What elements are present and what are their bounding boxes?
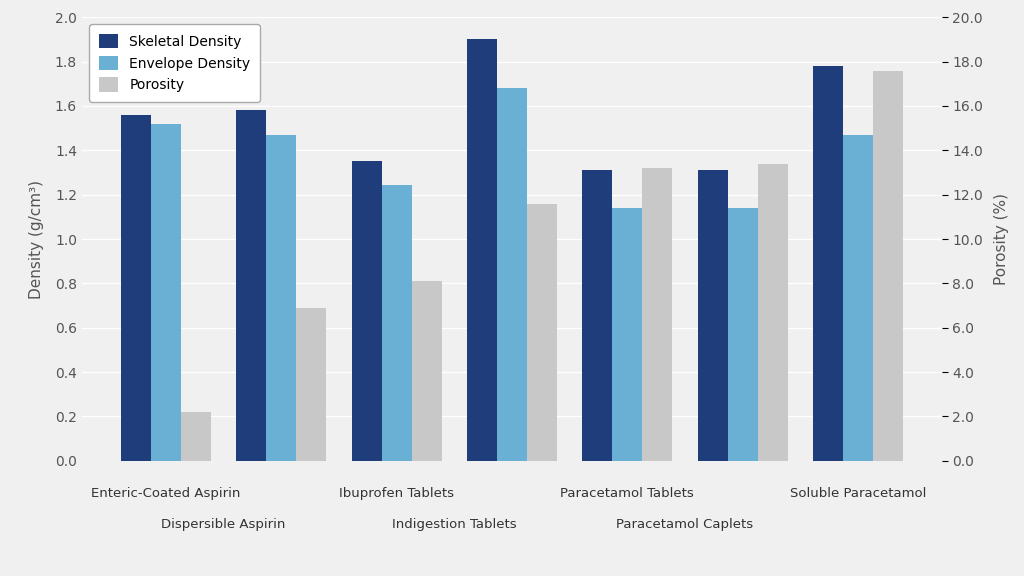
Bar bbox=[121, 115, 151, 461]
Text: Soluble Paracetamol: Soluble Paracetamol bbox=[790, 487, 926, 501]
Bar bbox=[382, 185, 412, 461]
Bar bbox=[351, 161, 382, 461]
Bar bbox=[728, 208, 758, 461]
Bar bbox=[181, 412, 211, 461]
Legend: Skeletal Density, Envelope Density, Porosity: Skeletal Density, Envelope Density, Poro… bbox=[89, 24, 260, 102]
Bar bbox=[758, 164, 787, 461]
Bar bbox=[813, 66, 843, 461]
Bar bbox=[497, 88, 527, 461]
Bar bbox=[412, 281, 441, 461]
Y-axis label: Density (g/cm³): Density (g/cm³) bbox=[29, 180, 44, 298]
Bar bbox=[843, 135, 873, 461]
Bar bbox=[151, 124, 181, 461]
Bar bbox=[697, 170, 728, 461]
Bar bbox=[527, 203, 557, 461]
Text: Dispersible Aspirin: Dispersible Aspirin bbox=[162, 518, 286, 532]
Bar bbox=[873, 70, 903, 461]
Text: Paracetamol Tablets: Paracetamol Tablets bbox=[560, 487, 694, 501]
Y-axis label: Porosity (%): Porosity (%) bbox=[994, 193, 1010, 285]
Text: Paracetamol Caplets: Paracetamol Caplets bbox=[616, 518, 754, 532]
Bar bbox=[237, 111, 266, 461]
Text: Enteric-Coated Aspirin: Enteric-Coated Aspirin bbox=[91, 487, 241, 501]
Text: Ibuprofen Tablets: Ibuprofen Tablets bbox=[339, 487, 455, 501]
Bar bbox=[583, 170, 612, 461]
Bar bbox=[266, 135, 296, 461]
Bar bbox=[296, 308, 327, 461]
Text: Indigestion Tablets: Indigestion Tablets bbox=[392, 518, 517, 532]
Bar bbox=[642, 168, 673, 461]
Bar bbox=[467, 40, 497, 461]
Bar bbox=[612, 208, 642, 461]
